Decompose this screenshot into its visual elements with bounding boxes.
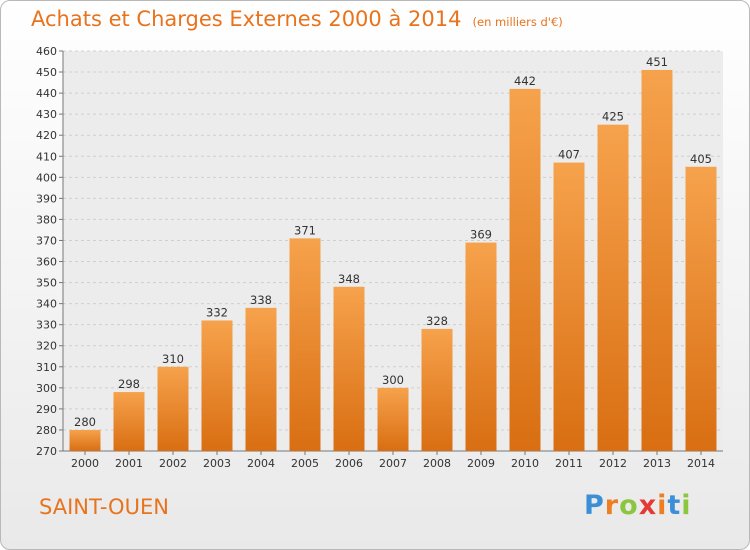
data-label-2003: 332 xyxy=(206,305,228,319)
y-tick-label: 400 xyxy=(36,171,57,184)
bar-2010 xyxy=(509,88,541,451)
chart-title: Achats et Charges Externes 2000 à 2014 xyxy=(31,7,462,31)
y-tick-label: 350 xyxy=(36,277,57,290)
y-tick-label: 410 xyxy=(36,150,57,163)
data-label-2001: 298 xyxy=(118,377,140,391)
bar-2003 xyxy=(201,320,233,451)
y-tick-label: 360 xyxy=(36,256,57,269)
y-tick-label: 390 xyxy=(36,192,57,205)
data-label-2008: 328 xyxy=(426,314,448,328)
y-tick-label: 290 xyxy=(36,403,57,416)
bar-2002 xyxy=(157,366,189,451)
x-tick-label-2007: 2007 xyxy=(379,457,407,470)
y-tick-label: 460 xyxy=(36,45,57,58)
bar-2005 xyxy=(289,238,321,451)
data-label-2006: 348 xyxy=(338,272,360,286)
x-tick-label-2005: 2005 xyxy=(291,457,319,470)
bar-2014 xyxy=(685,166,717,451)
bar-2008 xyxy=(421,328,453,451)
data-label-2004: 338 xyxy=(250,293,272,307)
y-tick-label: 300 xyxy=(36,382,57,395)
bar-2000 xyxy=(69,429,101,451)
bar-2012 xyxy=(597,124,629,452)
y-tick-label: 370 xyxy=(36,234,57,247)
location-label: SAINT-OUEN xyxy=(39,495,169,519)
x-tick-label-2004: 2004 xyxy=(247,457,275,470)
data-label-2007: 300 xyxy=(382,373,404,387)
y-tick-label: 280 xyxy=(36,424,57,437)
x-tick-label-2006: 2006 xyxy=(335,457,363,470)
y-tick-label: 380 xyxy=(36,213,57,226)
x-tick-label-2002: 2002 xyxy=(159,457,187,470)
x-tick-label-2013: 2013 xyxy=(643,457,671,470)
data-label-2010: 442 xyxy=(514,74,536,88)
y-tick-label: 330 xyxy=(36,319,57,332)
bar-2001 xyxy=(113,392,145,451)
x-tick-label-2011: 2011 xyxy=(555,457,583,470)
y-tick-label: 320 xyxy=(36,340,57,353)
x-tick-label-2010: 2010 xyxy=(511,457,539,470)
y-tick-label: 450 xyxy=(36,66,57,79)
brand-letter: o xyxy=(619,490,639,521)
data-label-2014: 405 xyxy=(690,152,712,166)
y-tick-label: 310 xyxy=(36,361,57,374)
bar-2004 xyxy=(245,307,277,451)
y-tick-label: 440 xyxy=(36,87,57,100)
brand-letter: i xyxy=(657,490,668,521)
bar-2006 xyxy=(333,286,365,451)
brand-letter: x xyxy=(638,490,658,521)
brand-letter: r xyxy=(604,490,620,521)
x-tick-label-2014: 2014 xyxy=(687,457,715,470)
x-tick-label-2009: 2009 xyxy=(467,457,495,470)
bar-2011 xyxy=(553,162,585,451)
y-tick-label: 420 xyxy=(36,129,57,142)
data-label-2011: 407 xyxy=(558,148,580,162)
x-tick-label-2012: 2012 xyxy=(599,457,627,470)
data-label-2012: 425 xyxy=(602,110,624,124)
y-tick-label: 270 xyxy=(36,445,57,458)
x-tick-label-2003: 2003 xyxy=(203,457,231,470)
brand-letter: t xyxy=(667,490,682,521)
x-tick-label-2008: 2008 xyxy=(423,457,451,470)
brand-letter: i xyxy=(681,490,692,521)
data-label-2000: 280 xyxy=(74,415,96,429)
bar-2013 xyxy=(641,69,673,452)
bar-2007 xyxy=(377,387,409,451)
y-tick-label: 340 xyxy=(36,298,57,311)
y-tick-label: 430 xyxy=(36,108,57,121)
data-label-2009: 369 xyxy=(470,228,492,242)
chart-subtitle: (en milliers d'€) xyxy=(472,15,563,29)
brand-logo: Proxiti xyxy=(584,490,692,521)
chart-title-block: Achats et Charges Externes 2000 à 2014 (… xyxy=(31,7,563,31)
data-label-2002: 310 xyxy=(162,352,184,366)
x-tick-label-2001: 2001 xyxy=(115,457,143,470)
data-label-2013: 451 xyxy=(646,55,668,69)
brand-letter: P xyxy=(584,490,605,521)
x-tick-label-2000: 2000 xyxy=(71,457,99,470)
data-label-2005: 371 xyxy=(294,223,316,237)
bar-2009 xyxy=(465,242,497,451)
